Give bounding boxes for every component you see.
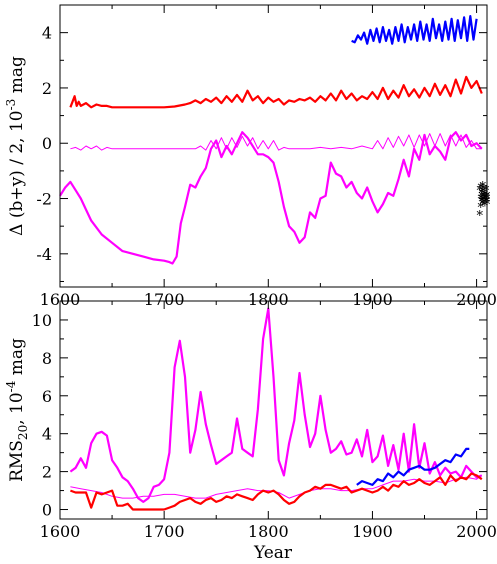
- top-series-line-1: [69, 75, 483, 109]
- bottom-y-axis-label: RMS20, 10-4 mag: [4, 338, 30, 482]
- top-x-tick-label-0: 1600: [40, 290, 81, 309]
- top-series-line-2: [70, 133, 482, 151]
- bottom-ylabel-sub: 20: [16, 425, 30, 440]
- bottom-series-group: [69, 307, 483, 511]
- bottom-ylabel-tail: , 10: [7, 392, 27, 424]
- top-ylabel-main: Δ (b+y) / 2, 10: [7, 110, 27, 235]
- bottom-series-line-0: [69, 307, 483, 503]
- top-y-tick-label-1: -2: [36, 190, 52, 209]
- bottom-x-axis-label: Year: [253, 543, 293, 563]
- top-marker: *: [476, 184, 483, 199]
- top-marker: *: [478, 182, 485, 197]
- bottom-x-tick-label-1: 1700: [144, 522, 185, 541]
- top-marker: *: [479, 195, 486, 210]
- top-marker: *: [483, 184, 490, 199]
- top-plot-frame: [59, 4, 488, 288]
- top-marker: *: [476, 209, 483, 224]
- bottom-plot-frame: [59, 300, 488, 520]
- bottom-y-tick-label-2: 4: [42, 425, 52, 444]
- top-marker: *: [478, 193, 485, 208]
- bottom-x-tick-label-3: 1900: [352, 522, 393, 541]
- top-x-tick-label-3: 1900: [352, 290, 393, 309]
- top-marker: *: [482, 193, 489, 208]
- top-series-line-0: [351, 15, 478, 45]
- top-x-tick-label-2: 1800: [248, 290, 289, 309]
- top-y-tick-label-2: 0: [42, 134, 52, 153]
- bottom-series-line-3: [356, 447, 470, 486]
- bottom-series-line-2: [70, 472, 483, 511]
- bottom-ticks-group: 1600 1700 1800 1900 2000 0 2 4 6 8 10: [32, 300, 497, 541]
- top-marker: *: [481, 190, 488, 205]
- bottom-ylabel-sup: -4: [4, 380, 18, 392]
- top-ylabel-tail: mag: [7, 56, 27, 99]
- top-marker: *: [480, 186, 487, 201]
- bottom-y-tick-label-5: 10: [32, 311, 52, 330]
- top-marker: *: [482, 199, 489, 214]
- bottom-y-tick-label-4: 8: [42, 349, 52, 368]
- top-panel: ************************* 1600 1700 1800 19…: [4, 4, 497, 309]
- top-y-axis-label: Δ (b+y) / 2, 10-3 mag: [4, 56, 27, 236]
- top-marker: *: [480, 180, 487, 195]
- bottom-y-tick-label-1: 2: [42, 463, 52, 482]
- top-marker: *: [479, 190, 486, 205]
- top-markers-group: *************************: [476, 180, 490, 224]
- top-marker: *: [480, 198, 487, 213]
- top-marker: *: [481, 183, 488, 198]
- top-marker: *: [482, 188, 489, 203]
- bottom-panel: 1600 1700 1800 1900 2000 0 2 4 6 8 10 RMS20, 10-4 …: [4, 300, 497, 563]
- top-marker: *: [481, 197, 488, 212]
- bottom-ylabel-main: RMS: [7, 440, 27, 482]
- top-series-group: [59, 15, 483, 265]
- top-marker: *: [478, 201, 485, 216]
- top-marker: *: [479, 187, 486, 202]
- bottom-x-tick-label-0: 1600: [40, 522, 81, 541]
- bottom-x-tick-label-4: 2000: [456, 522, 497, 541]
- bottom-ylabel-tail2: mag: [7, 338, 27, 381]
- top-y-tick-label-3: 2: [42, 79, 52, 98]
- top-marker: *: [480, 194, 487, 209]
- bottom-x-tick-label-2: 1800: [248, 522, 289, 541]
- top-x-tick-label-1: 1700: [144, 290, 185, 309]
- bottom-y-tick-label-0: 0: [42, 501, 52, 520]
- top-ylabel-sup: -3: [4, 99, 18, 111]
- bottom-y-tick-label-3: 6: [42, 387, 52, 406]
- top-marker: *: [483, 195, 490, 210]
- top-series-line-3: [59, 131, 483, 265]
- top-y-tick-label-0: -4: [36, 245, 52, 264]
- top-y-tick-label-4: 4: [42, 24, 52, 43]
